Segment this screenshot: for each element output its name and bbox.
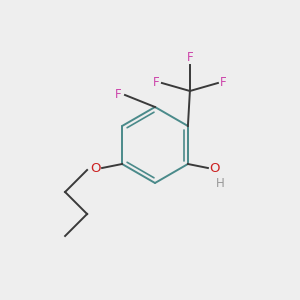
Text: O: O — [91, 161, 101, 175]
Text: F: F — [153, 76, 160, 89]
Text: F: F — [220, 76, 226, 89]
Text: F: F — [187, 51, 193, 64]
Text: O: O — [209, 161, 219, 175]
Text: F: F — [116, 88, 122, 101]
Text: H: H — [216, 177, 225, 190]
